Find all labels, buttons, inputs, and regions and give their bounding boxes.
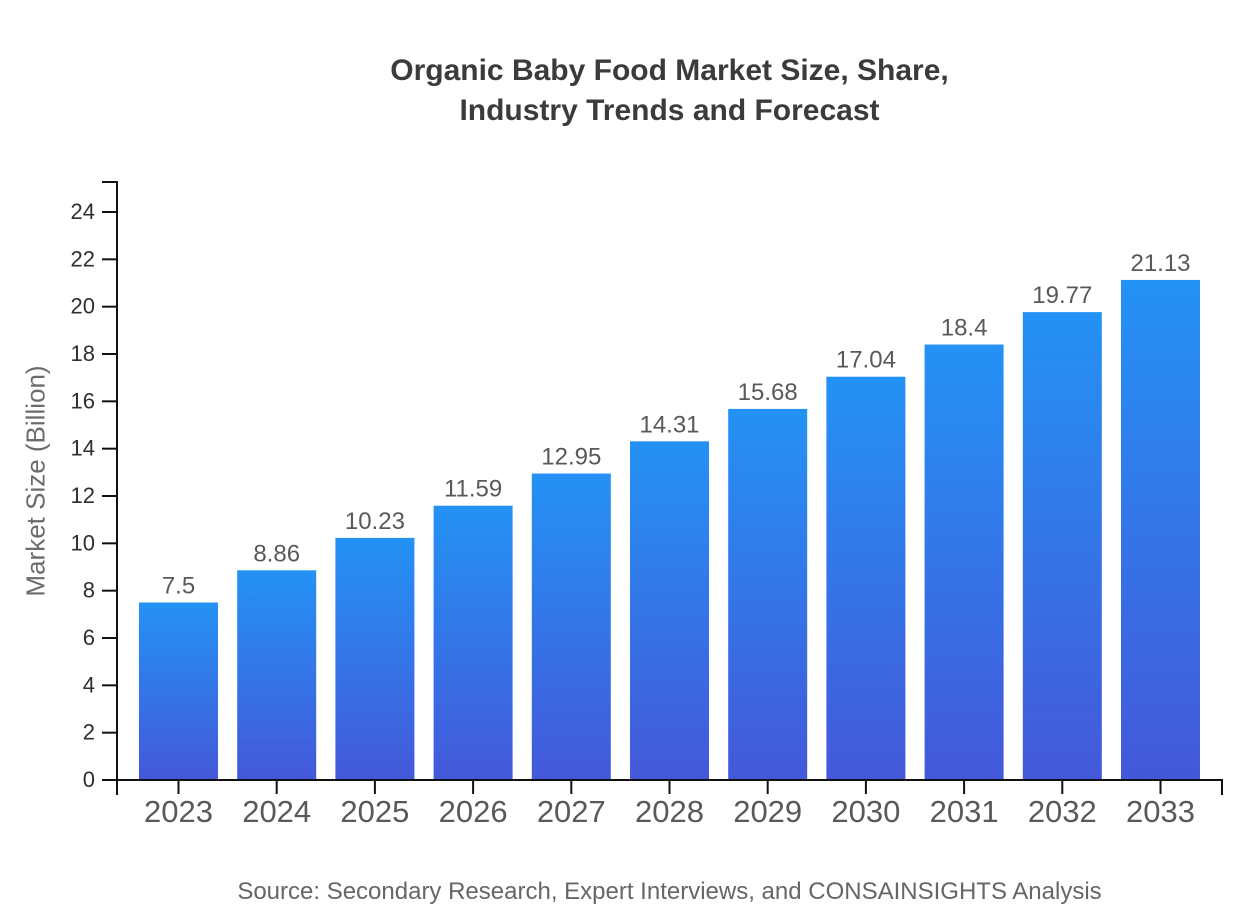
x-tick-label-2031: 2031 [930, 794, 999, 829]
y-tick-label-16: 16 [71, 388, 95, 413]
x-tick-label-2028: 2028 [635, 794, 704, 829]
chart-title: Organic Baby Food Market Size, Share, In… [117, 51, 1222, 131]
bar-2023 [139, 602, 218, 780]
y-tick-label-18: 18 [71, 341, 95, 366]
value-label-2024: 8.86 [253, 540, 300, 567]
value-label-2025: 10.23 [345, 508, 405, 535]
source-note: Source: Secondary Research, Expert Inter… [237, 878, 1102, 905]
bar-2033 [1121, 279, 1200, 780]
x-tick-label-2033: 2033 [1126, 794, 1195, 829]
bar-2029 [728, 408, 808, 780]
y-tick-label-4: 4 [83, 672, 95, 697]
value-label-2033: 21.13 [1130, 250, 1190, 277]
value-label-2026: 11.59 [444, 476, 502, 503]
y-tick-label-24: 24 [71, 199, 95, 224]
y-tick-label-12: 12 [71, 483, 95, 508]
x-tick-label-2032: 2032 [1028, 794, 1097, 829]
bar-2024 [237, 570, 317, 780]
y-tick-label-22: 22 [71, 246, 95, 271]
y-tick-label-20: 20 [71, 294, 95, 319]
x-tick-label-2023: 2023 [144, 794, 213, 829]
y-tick-label-0: 0 [83, 767, 95, 792]
x-tick-label-2030: 2030 [831, 794, 900, 829]
value-label-2031: 18.4 [941, 315, 988, 342]
bar-2025 [335, 537, 415, 780]
bar-2027 [531, 473, 611, 780]
y-axis-line [102, 181, 118, 780]
bar-2031 [924, 344, 1004, 780]
bar-2030 [826, 376, 906, 780]
x-tick-label-2026: 2026 [439, 794, 508, 829]
x-tick-label-2029: 2029 [733, 794, 802, 829]
x-tick-label-2024: 2024 [242, 794, 311, 829]
bar-2032 [1022, 312, 1102, 780]
x-tick-label-2027: 2027 [537, 794, 606, 829]
value-label-2027: 12.95 [541, 444, 601, 471]
chart-title-line-1: Organic Baby Food Market Size, Share, [390, 54, 949, 87]
y-tick-label-6: 6 [83, 625, 95, 650]
y-tick-label-8: 8 [83, 578, 95, 603]
value-label-2029: 15.68 [738, 379, 798, 406]
bar-2028 [630, 441, 709, 780]
bar-2026 [433, 505, 513, 780]
value-label-2030: 17.04 [836, 347, 896, 374]
value-label-2032: 19.77 [1032, 282, 1092, 309]
chart-title-line-2: Industry Trends and Forecast [459, 94, 880, 127]
value-label-2023: 7.5 [162, 573, 195, 600]
y-tick-label-14: 14 [71, 436, 95, 461]
y-tick-label-10: 10 [71, 530, 95, 555]
y-tick-label-2: 2 [83, 720, 95, 745]
x-tick-label-2025: 2025 [340, 794, 409, 829]
value-label-2028: 14.31 [639, 411, 699, 438]
